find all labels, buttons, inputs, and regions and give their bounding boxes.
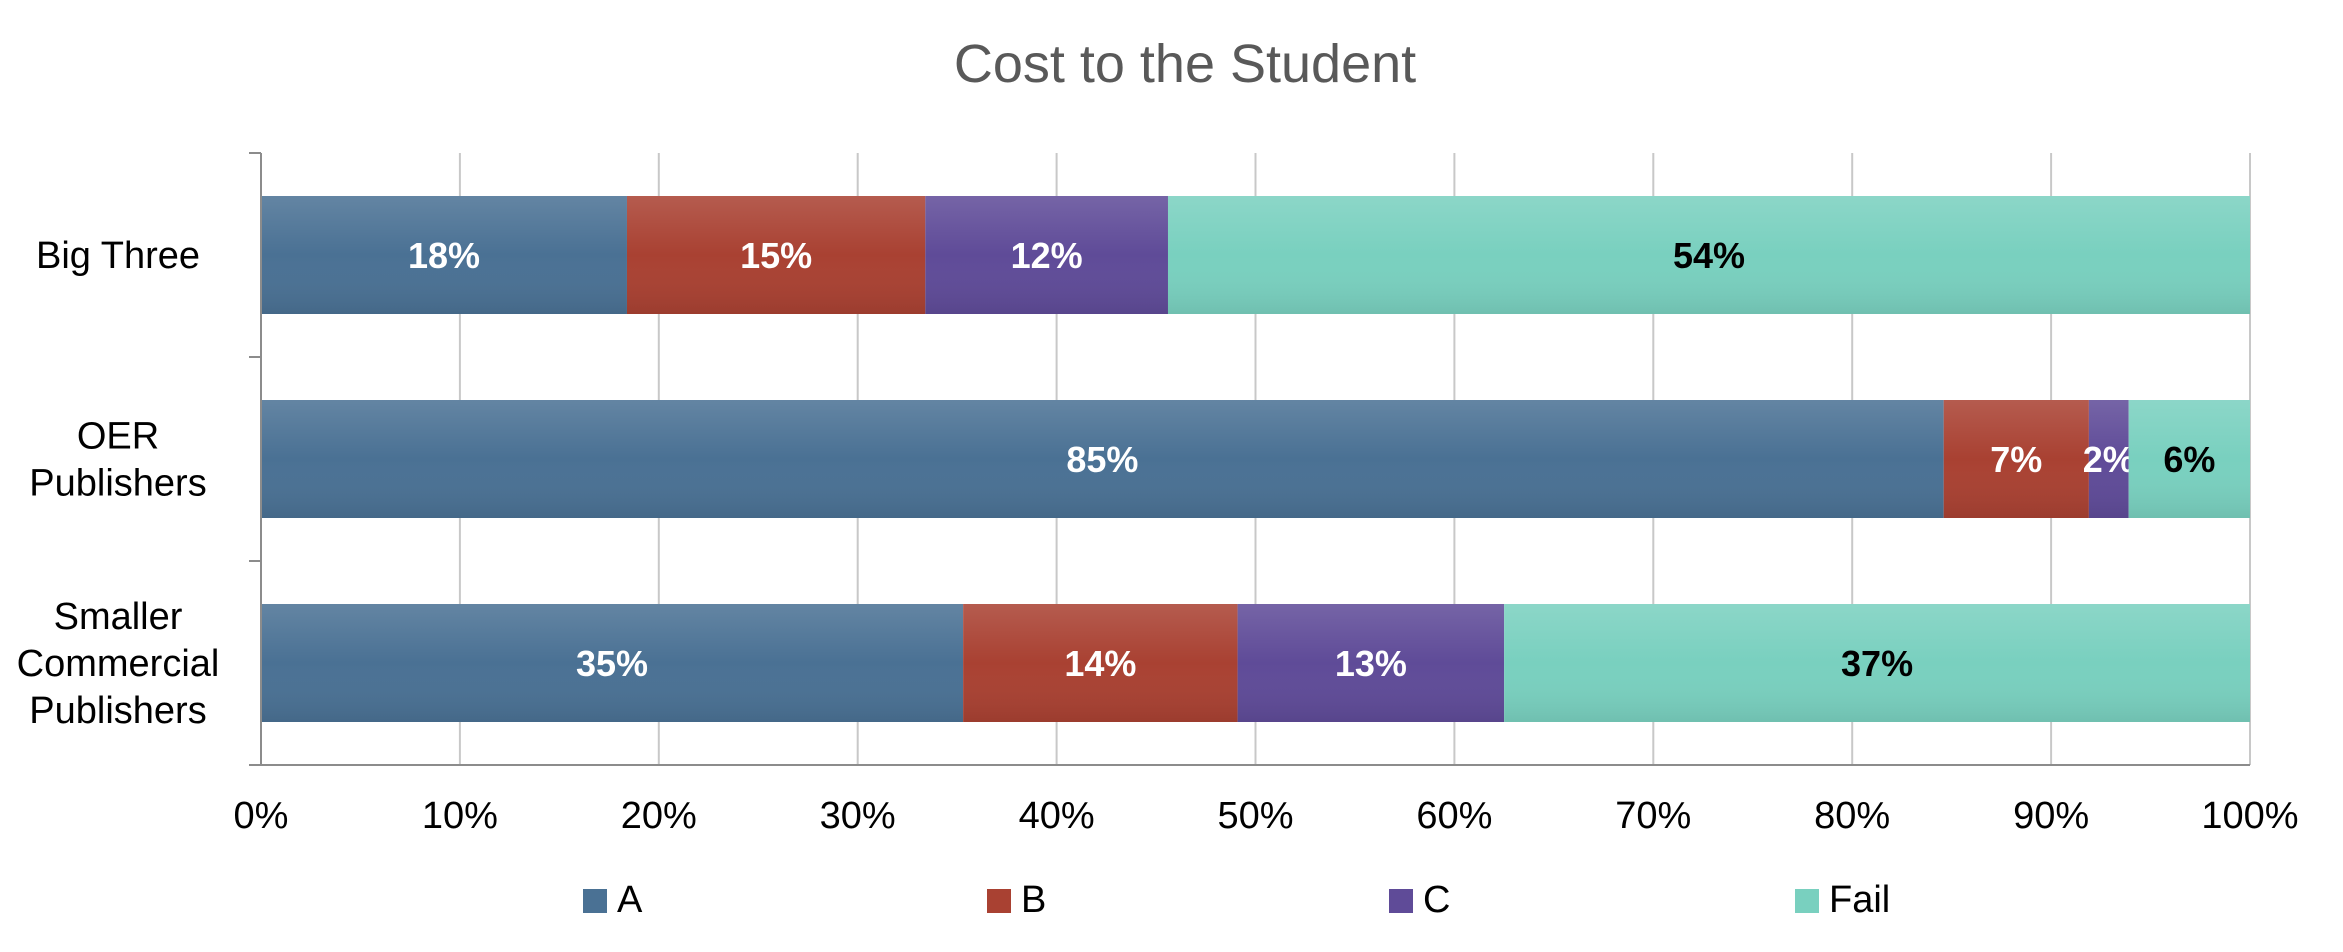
x-tick-label: 100% <box>2201 795 2298 837</box>
bar-segment-shade <box>2088 400 2129 518</box>
legend-swatch <box>1795 889 1819 913</box>
data-label: 35% <box>576 643 648 684</box>
legend-swatch <box>583 889 607 913</box>
x-tick-label: 20% <box>621 795 697 837</box>
y-category-label-line: Publishers <box>29 690 206 732</box>
legend-label: Fail <box>1829 879 1890 921</box>
axes: 0% 10% 20% 30% 40% 50% 60% 70% 80% 90% 100% Big Thr… <box>17 152 2299 837</box>
bars: 18% 15% 12% 54% 85% 7% 2% 6% 35% 14% 13% 37% <box>261 196 2250 722</box>
data-label: 13% <box>1335 643 1407 684</box>
legend-label: A <box>617 879 643 921</box>
bar-segment-shade <box>626 196 926 314</box>
x-tick-label: 60% <box>1416 795 1492 837</box>
y-category-label: Smaller Commercial Publishers <box>17 596 220 732</box>
y-category-label: Big Three <box>36 235 200 277</box>
chart-title: Cost to the Student <box>954 34 1416 94</box>
bar-segment-shade <box>963 604 1238 722</box>
bar-segment-shade <box>261 604 964 722</box>
bar-segment-shade <box>1167 196 2250 314</box>
data-label: 37% <box>1841 643 1913 684</box>
data-label: 7% <box>1990 439 2042 480</box>
data-label: 15% <box>740 235 812 276</box>
x-tick-label: 0% <box>234 795 289 837</box>
legend: A B C Fail <box>583 879 1890 921</box>
data-label: 54% <box>1673 235 1745 276</box>
bar-segment-shade <box>261 400 1944 518</box>
bar-segment-shade <box>1504 604 2250 722</box>
x-tick-label: 80% <box>1814 795 1890 837</box>
bar-segment-shade <box>2128 400 2250 518</box>
x-tick-label: 90% <box>2013 795 2089 837</box>
legend-swatch <box>1389 889 1413 913</box>
data-label: 6% <box>2163 439 2215 480</box>
y-category-label-line: Smaller <box>54 596 183 638</box>
data-label: 85% <box>1066 439 1138 480</box>
data-label: 14% <box>1064 643 1136 684</box>
bar-segment-shade <box>1237 604 1505 722</box>
y-category-label-line: Big Three <box>36 235 200 277</box>
x-tick-label: 40% <box>1019 795 1095 837</box>
x-tick-label: 10% <box>422 795 498 837</box>
data-label: 2% <box>2083 439 2135 480</box>
data-label: 12% <box>1011 235 1083 276</box>
y-category-label-line: Commercial <box>17 643 220 685</box>
data-label: 18% <box>408 235 480 276</box>
bar-segment-shade <box>1943 400 2089 518</box>
bar-segment-shade <box>925 196 1168 314</box>
y-category-label-line: Publishers <box>29 463 206 505</box>
bar-segment-shade <box>261 196 627 314</box>
legend-swatch <box>987 889 1011 913</box>
legend-label: B <box>1021 879 1046 921</box>
y-category-label-line: OER <box>77 416 159 458</box>
x-tick-label: 50% <box>1217 795 1293 837</box>
x-tick-label: 70% <box>1615 795 1691 837</box>
x-tick-label: 30% <box>820 795 896 837</box>
legend-label: C <box>1423 879 1450 921</box>
y-category-label: OER Publishers <box>29 416 206 505</box>
